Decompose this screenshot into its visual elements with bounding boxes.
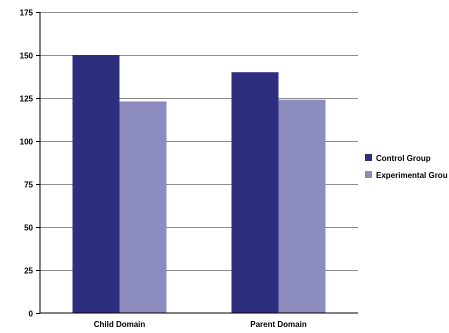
y-tick-label: 150 bbox=[20, 52, 34, 61]
legend: Control Group Experimental Grou bbox=[365, 154, 448, 180]
bar-control-child bbox=[72, 55, 120, 313]
y-tick-label: 25 bbox=[24, 267, 33, 276]
y-tick-label: 100 bbox=[20, 138, 34, 147]
y-tick-label: 50 bbox=[24, 224, 33, 233]
legend-swatch bbox=[365, 154, 372, 161]
x-axis-labels: Child Domain Parent Domain bbox=[94, 320, 307, 329]
legend-label: Control Group bbox=[376, 154, 431, 163]
x-category-label: Parent Domain bbox=[250, 320, 307, 329]
legend-swatch bbox=[365, 171, 372, 178]
bars bbox=[72, 55, 326, 313]
y-tick-label: 125 bbox=[20, 95, 34, 104]
legend-label: Experimental Grou bbox=[376, 171, 448, 180]
y-axis-ticks: 0 25 50 75 100 125 150 175 bbox=[20, 9, 40, 319]
x-category-label: Child Domain bbox=[94, 320, 146, 329]
bar-experimental-parent bbox=[278, 99, 326, 313]
y-tick-label: 0 bbox=[29, 310, 34, 319]
bar-experimental-child bbox=[119, 101, 167, 313]
y-tick-label: 175 bbox=[20, 9, 34, 18]
axes bbox=[39, 12, 358, 314]
bar-control-parent bbox=[231, 72, 279, 313]
y-tick-label: 75 bbox=[24, 181, 33, 190]
